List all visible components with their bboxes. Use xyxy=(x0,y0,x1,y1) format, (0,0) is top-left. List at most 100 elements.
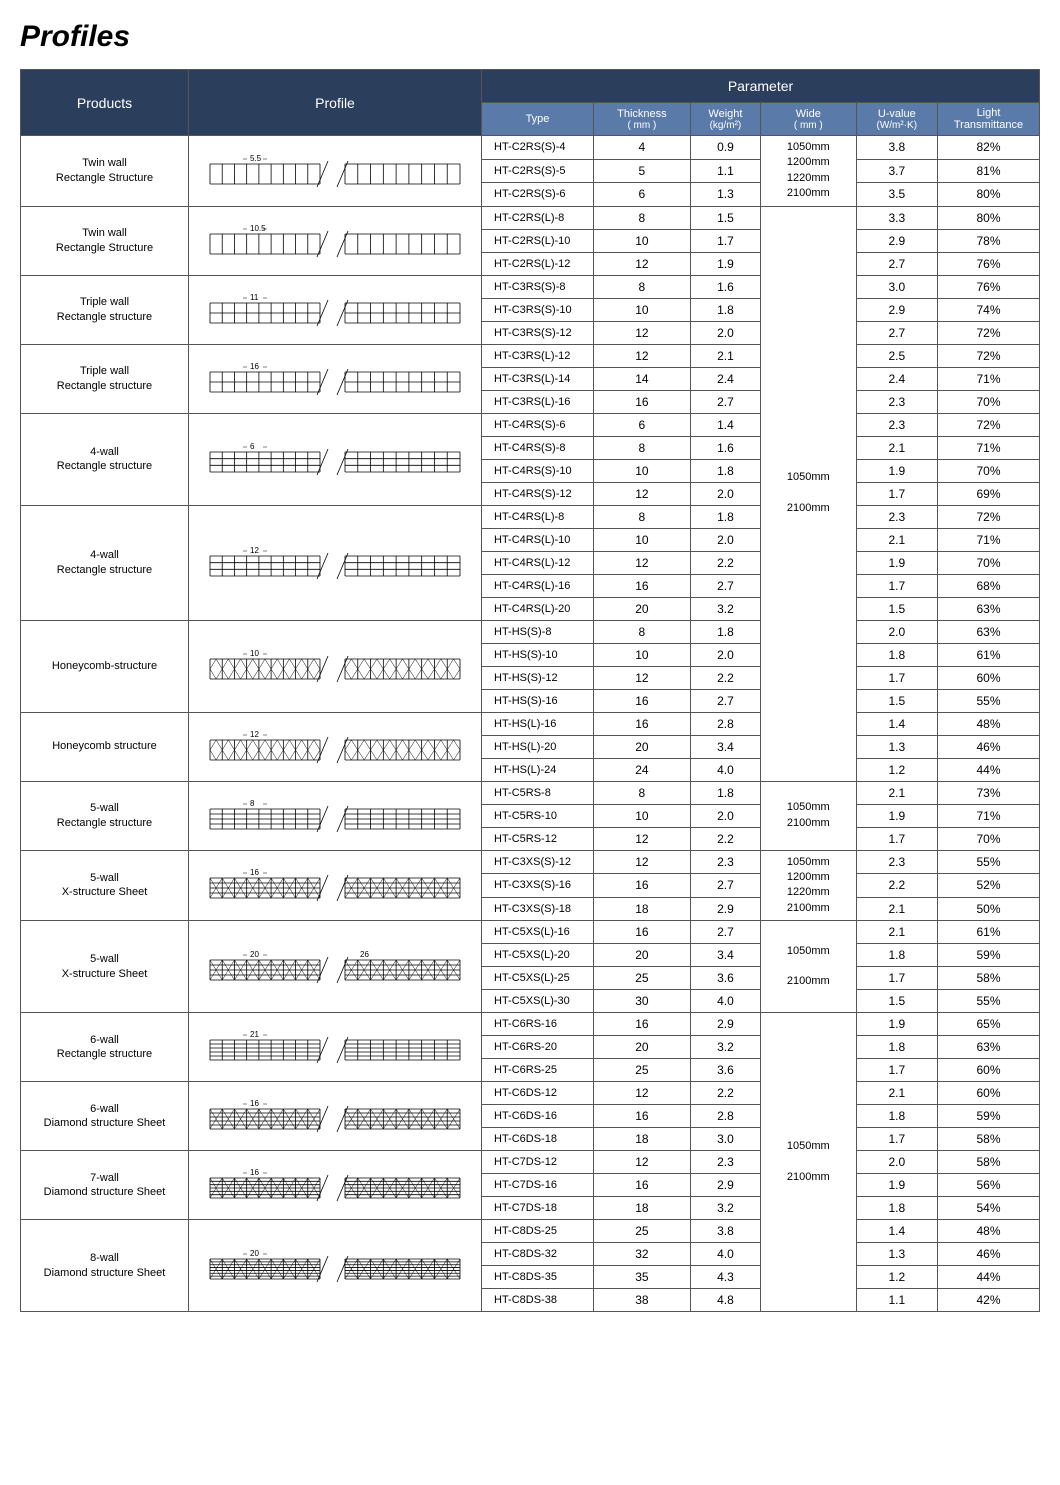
type-cell: HT-C4RS(L)-16 xyxy=(482,574,594,597)
uvalue-cell: 1.8 xyxy=(856,643,937,666)
svg-text:8: 8 xyxy=(250,799,255,808)
uvalue-cell: 1.2 xyxy=(856,1266,937,1289)
weight-cell: 2.9 xyxy=(690,1013,760,1036)
light-cell: 80% xyxy=(938,206,1040,229)
uvalue-cell: 2.2 xyxy=(856,874,937,898)
weight-cell: 2.7 xyxy=(690,874,760,898)
weight-cell: 4.8 xyxy=(690,1289,760,1312)
weight-cell: 2.2 xyxy=(690,827,760,850)
weight-cell: 1.3 xyxy=(690,183,760,207)
page-title: Profiles xyxy=(20,20,1040,54)
type-cell: HT-C3XS(S)-12 xyxy=(482,850,594,874)
type-cell: HT-HS(S)-16 xyxy=(482,689,594,712)
type-cell: HT-C4RS(S)-12 xyxy=(482,482,594,505)
type-cell: HT-C6DS-16 xyxy=(482,1105,594,1128)
uvalue-cell: 2.5 xyxy=(856,344,937,367)
light-cell: 70% xyxy=(938,551,1040,574)
light-cell: 73% xyxy=(938,781,1040,804)
profile-diagram-cell: 10 xyxy=(189,620,482,712)
thickness-cell: 12 xyxy=(594,344,691,367)
thickness-cell: 16 xyxy=(594,874,691,898)
uvalue-cell: 1.7 xyxy=(856,827,937,850)
svg-text:12: 12 xyxy=(250,730,259,739)
type-cell: HT-C5XS(L)-20 xyxy=(482,944,594,967)
thickness-cell: 16 xyxy=(594,712,691,735)
thickness-cell: 12 xyxy=(594,252,691,275)
uvalue-cell: 2.3 xyxy=(856,413,937,436)
type-cell: HT-HS(S)-12 xyxy=(482,666,594,689)
weight-cell: 1.6 xyxy=(690,275,760,298)
type-cell: HT-C7DS-18 xyxy=(482,1197,594,1220)
weight-cell: 2.0 xyxy=(690,321,760,344)
thickness-cell: 8 xyxy=(594,206,691,229)
type-cell: HT-C4RS(S)-10 xyxy=(482,459,594,482)
type-cell: HT-C2RS(S)-5 xyxy=(482,159,594,183)
weight-cell: 2.8 xyxy=(690,1105,760,1128)
weight-cell: 2.7 xyxy=(690,689,760,712)
weight-cell: 2.0 xyxy=(690,643,760,666)
thickness-cell: 8 xyxy=(594,781,691,804)
light-cell: 71% xyxy=(938,367,1040,390)
weight-cell: 2.0 xyxy=(690,804,760,827)
svg-text:20: 20 xyxy=(250,1249,259,1258)
light-cell: 48% xyxy=(938,1220,1040,1243)
light-cell: 76% xyxy=(938,275,1040,298)
light-cell: 71% xyxy=(938,804,1040,827)
uvalue-cell: 2.4 xyxy=(856,367,937,390)
profile-diagram-cell: 8 xyxy=(189,781,482,850)
type-cell: HT-C3RS(S)-8 xyxy=(482,275,594,298)
type-cell: HT-C2RS(S)-4 xyxy=(482,136,594,160)
weight-cell: 2.2 xyxy=(690,1082,760,1105)
uvalue-cell: 2.0 xyxy=(856,1151,937,1174)
type-cell: HT-C3XS(S)-18 xyxy=(482,897,594,921)
weight-cell: 1.8 xyxy=(690,298,760,321)
svg-text:16: 16 xyxy=(250,1099,259,1108)
product-cell: 6-wallRectangle structure xyxy=(21,1013,189,1082)
weight-cell: 3.6 xyxy=(690,1059,760,1082)
light-cell: 42% xyxy=(938,1289,1040,1312)
thickness-cell: 12 xyxy=(594,827,691,850)
weight-cell: 4.3 xyxy=(690,1266,760,1289)
uvalue-cell: 2.1 xyxy=(856,781,937,804)
type-cell: HT-C2RS(S)-6 xyxy=(482,183,594,207)
profile-diagram-cell: 10.5 xyxy=(189,206,482,275)
weight-cell: 3.4 xyxy=(690,735,760,758)
profile-diagram-cell: 20 xyxy=(189,1220,482,1312)
weight-cell: 1.6 xyxy=(690,436,760,459)
type-cell: HT-C6RS-25 xyxy=(482,1059,594,1082)
wide-cell: 1050mm1200mm1220mm2100mm xyxy=(761,136,857,207)
thickness-cell: 25 xyxy=(594,1059,691,1082)
type-cell: HT-C6DS-18 xyxy=(482,1128,594,1151)
weight-cell: 1.9 xyxy=(690,252,760,275)
uvalue-cell: 2.3 xyxy=(856,390,937,413)
weight-cell: 1.8 xyxy=(690,781,760,804)
type-cell: HT-C3RS(L)-12 xyxy=(482,344,594,367)
type-cell: HT-C7DS-16 xyxy=(482,1174,594,1197)
light-cell: 71% xyxy=(938,528,1040,551)
thickness-cell: 25 xyxy=(594,967,691,990)
uvalue-cell: 1.5 xyxy=(856,990,937,1013)
weight-cell: 1.8 xyxy=(690,459,760,482)
weight-cell: 3.2 xyxy=(690,1197,760,1220)
weight-cell: 3.2 xyxy=(690,597,760,620)
uvalue-cell: 1.1 xyxy=(856,1289,937,1312)
weight-cell: 2.2 xyxy=(690,551,760,574)
uvalue-cell: 1.7 xyxy=(856,574,937,597)
light-cell: 56% xyxy=(938,1174,1040,1197)
weight-cell: 2.7 xyxy=(690,921,760,944)
svg-text:11: 11 xyxy=(250,293,259,302)
light-cell: 63% xyxy=(938,597,1040,620)
thickness-cell: 18 xyxy=(594,897,691,921)
uvalue-cell: 3.3 xyxy=(856,206,937,229)
profile-diagram-cell: 2026 xyxy=(189,921,482,1013)
header-products: Products xyxy=(21,70,189,136)
thickness-cell: 12 xyxy=(594,850,691,874)
light-cell: 52% xyxy=(938,874,1040,898)
thickness-cell: 10 xyxy=(594,643,691,666)
light-cell: 82% xyxy=(938,136,1040,160)
thickness-cell: 30 xyxy=(594,990,691,1013)
type-cell: HT-C4RS(L)-20 xyxy=(482,597,594,620)
type-cell: HT-HS(S)-10 xyxy=(482,643,594,666)
svg-text:26: 26 xyxy=(360,950,369,959)
product-cell: 5-wallX-structure Sheet xyxy=(21,850,189,921)
